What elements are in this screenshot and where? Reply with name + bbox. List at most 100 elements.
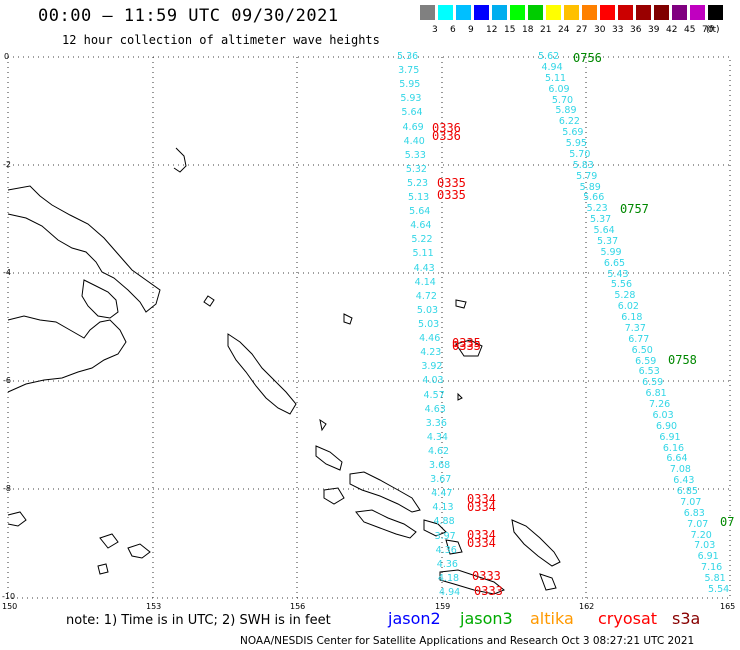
wave-height-label: 6.50: [631, 344, 653, 356]
wave-height-label: 5.43: [607, 268, 629, 280]
lon-label: 159: [435, 602, 451, 611]
lat-label: -10: [2, 592, 16, 601]
wave-height-label: 7.20: [690, 529, 712, 541]
wave-height-label: 4.40: [403, 135, 425, 147]
wave-height-label: 5.79: [576, 170, 598, 182]
wave-height-label: 6.18: [621, 312, 643, 324]
wave-height-label: 3.67: [430, 474, 452, 486]
pass-time-label: 0334: [467, 492, 496, 506]
legend-swatch: [456, 5, 471, 20]
legend-label: 27: [576, 25, 588, 35]
legend-label: 15: [504, 25, 516, 35]
wave-height-label: 5.70: [551, 94, 574, 106]
lon-label: 150: [2, 602, 18, 611]
pass-time-label: 0334: [467, 528, 496, 542]
wave-height-label: 5.64: [401, 107, 423, 119]
wave-height-label: 7.08: [669, 464, 691, 476]
wave-height-label: 4.94: [439, 587, 461, 598]
wave-height-label: 4.13: [432, 502, 454, 514]
legend-label: 18: [522, 25, 534, 35]
legend-label: 9: [468, 25, 474, 35]
legend-swatch: [438, 5, 453, 20]
wave-height-label: 4.63: [424, 403, 446, 415]
wave-height-label: 5.83: [572, 159, 594, 171]
wave-height-label: 6.02: [617, 301, 639, 313]
wave-height-label: 4.03: [422, 375, 444, 387]
wave-height-label: 5.62: [538, 51, 560, 62]
legend-label: 3: [432, 25, 438, 35]
wave-height-label: 7.03: [694, 540, 716, 552]
wave-height-label: 7.37: [624, 322, 646, 334]
pass-time-label: 07: [720, 515, 735, 529]
lon-label: 153: [146, 602, 162, 611]
wave-height-label: 6.59: [635, 355, 657, 367]
lon-label: 156: [290, 602, 306, 611]
satellite-name: altika: [530, 609, 574, 628]
wave-height-label: 7.16: [701, 562, 723, 574]
legend-swatch: [600, 5, 615, 20]
pass-time-label: 0756: [573, 51, 602, 65]
units-note: note: 1) Time is in UTC; 2) SWH is in fe…: [66, 613, 331, 628]
wave-height-label: 4.62: [427, 445, 450, 457]
wave-height-label: 5.37: [596, 235, 619, 247]
wave-height-label: 5.99: [600, 246, 622, 258]
wave-height-label: 6.91: [697, 551, 719, 563]
wave-height-label: 5.93: [400, 93, 422, 105]
wave-height-label: 7.07: [687, 518, 709, 530]
wave-height-label: 6.03: [652, 409, 674, 421]
wave-height-label: 4.36: [435, 544, 457, 556]
legend-swatch: [708, 5, 723, 20]
legend-label: 33: [612, 25, 624, 35]
wave-height-label: 5.33: [404, 149, 426, 161]
wave-height-label: 5.54: [708, 584, 730, 595]
wave-height-label: 5.28: [614, 290, 636, 302]
wave-height-label: 5.95: [565, 138, 587, 150]
lat-label: -4: [3, 268, 11, 277]
wave-height-label: 5.69: [562, 127, 584, 139]
legend-swatch: [546, 5, 561, 20]
satellite-name: cryosat: [598, 609, 658, 628]
grid-lines: [8, 57, 730, 598]
wave-height-label: 5.89: [579, 181, 601, 193]
legend-label: 12: [486, 25, 498, 35]
wave-height-label: 4.23: [420, 347, 442, 359]
wave-height-label: 7.07: [680, 496, 702, 508]
wave-height-label: 3.92: [421, 361, 443, 373]
wave-height-label: 5.23: [406, 177, 429, 189]
satellite-name: jason2: [388, 609, 441, 628]
pass-time-label: 0333: [472, 569, 501, 583]
wave-height-label: 5.22: [411, 234, 433, 246]
coastlines: [7, 147, 561, 595]
legend-swatch: [672, 5, 687, 20]
satellite-name: jason3: [460, 609, 513, 628]
pass-time-label: 0335: [437, 176, 466, 190]
wave-height-label: 4.46: [419, 333, 441, 345]
wave-height-label: 6.77: [628, 333, 650, 345]
wave-height-label: 5.66: [583, 192, 605, 204]
pass-time-label: 0333: [474, 584, 503, 598]
pass-time-label: 0336: [432, 121, 461, 135]
legend-label: 45: [684, 25, 696, 35]
wave-height-label: 4.47: [431, 488, 453, 500]
wave-height-label: 6.09: [548, 83, 570, 95]
legend-label: 21: [540, 25, 552, 35]
lat-label: -8: [3, 484, 11, 493]
wave-height-label: 6.53: [638, 366, 660, 378]
legend-swatch: [510, 5, 525, 20]
legend-swatch: [582, 5, 597, 20]
wave-height-label: 4.18: [437, 572, 460, 584]
wave-height-label: 5.56: [610, 279, 632, 291]
legend-label: 6: [450, 25, 456, 35]
satellite-name: s3a: [672, 609, 701, 628]
legend-swatch: [420, 5, 435, 20]
credit-footer: NOAA/NESDIS Center for Satellite Applica…: [240, 635, 695, 647]
wave-height-label: 5.03: [416, 304, 439, 316]
wave-height-label: 5.81: [704, 573, 726, 585]
chart-subtitle: 12 hour collection of altimeter wave hei…: [62, 33, 380, 47]
wave-height-label: 5.13: [408, 192, 430, 204]
wave-height-label: 4.69: [402, 121, 424, 133]
pass-time-label: 0334: [467, 536, 496, 550]
wave-height-label: 5.36: [397, 51, 419, 62]
legend-label: 39: [648, 25, 660, 35]
